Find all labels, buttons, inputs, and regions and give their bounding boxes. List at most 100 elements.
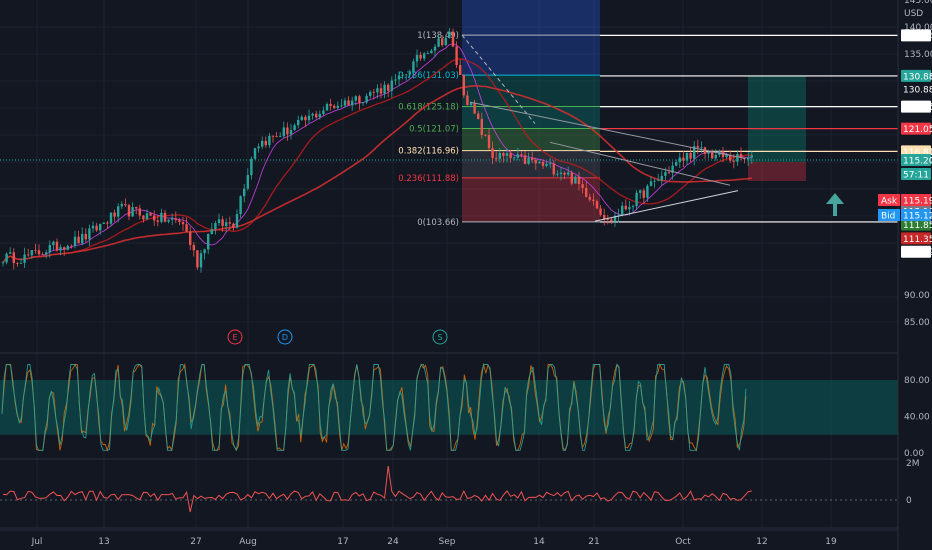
candle	[570, 172, 573, 184]
candle	[491, 148, 494, 159]
candle	[581, 183, 584, 188]
candle	[261, 140, 264, 147]
oscillator-k-line	[1, 363, 747, 452]
candle	[657, 180, 660, 182]
time-tick-0: Jul	[31, 537, 43, 547]
price-badge-label-9: 111.85	[903, 221, 932, 231]
event-label-0: E	[232, 333, 237, 342]
candle	[696, 146, 699, 148]
quote-label-0: Ask	[881, 197, 898, 207]
candle	[99, 223, 102, 231]
candle	[120, 204, 123, 207]
candle	[329, 104, 332, 106]
candle	[1, 262, 5, 264]
price-badge-label-1: 130.88	[903, 72, 932, 82]
candle	[376, 88, 379, 93]
candle	[617, 215, 620, 217]
candle	[160, 212, 163, 222]
candle	[444, 37, 447, 46]
candle	[30, 250, 33, 256]
candle	[343, 100, 347, 106]
fib-label-6: 0(103.66)	[417, 218, 459, 228]
candle	[667, 172, 671, 173]
candle	[455, 46, 458, 66]
candle	[437, 38, 440, 47]
lower-tick-0: 2M	[906, 459, 920, 469]
candle	[271, 135, 275, 137]
oscillator-tick-2: 0.00	[904, 449, 924, 459]
time-tick-8: 21	[588, 537, 599, 547]
candle	[253, 148, 257, 159]
descending-trendline	[469, 101, 746, 159]
candle	[556, 173, 559, 175]
dashed-trendline	[461, 34, 536, 124]
price-axis[interactable]: USD 145.00 140.00 135.00 130.88 125.15 121.05 1…	[897, 0, 932, 550]
quote-label-1: Bid	[881, 212, 895, 222]
candle	[732, 160, 735, 162]
candle	[156, 220, 159, 222]
candle	[599, 208, 602, 215]
grid-lines	[0, 0, 898, 528]
price-badge-label-7: 57:11	[903, 170, 929, 180]
quote-value-badge-1	[901, 209, 931, 221]
candle	[199, 253, 203, 268]
candle	[318, 114, 321, 118]
candle	[37, 250, 41, 255]
candle	[196, 250, 199, 268]
candle	[574, 176, 577, 184]
candlestick-series	[1, 28, 753, 273]
long-arrow-icon	[826, 193, 844, 216]
fib-zone-0	[462, 35, 600, 76]
candle	[462, 74, 465, 96]
candle	[217, 219, 221, 224]
candle	[106, 222, 109, 224]
time-tick-11: 19	[825, 537, 837, 547]
candle	[311, 113, 314, 116]
currency-label: USD	[904, 9, 923, 19]
candle	[232, 223, 235, 228]
candle	[153, 215, 156, 221]
candle	[228, 222, 231, 224]
candle	[102, 222, 105, 224]
candle	[358, 96, 361, 104]
candle	[606, 219, 609, 220]
candle	[145, 213, 149, 220]
candle	[401, 74, 404, 76]
time-tick-3: Aug	[239, 537, 257, 547]
price-badge-label-2: 130.88	[903, 86, 932, 96]
candle	[19, 262, 23, 264]
candle	[163, 212, 167, 222]
candle	[419, 54, 422, 59]
time-axis[interactable]: Jul 13 27 Aug 17 24 Sep 14 21 Oct 12 19	[0, 529, 898, 547]
candle	[639, 190, 642, 193]
candle	[585, 187, 588, 197]
lower-tick-1: 0	[906, 496, 912, 506]
candle	[167, 219, 170, 222]
price-badges: 138.44130.88130.88125.15121.05116.81115.…	[878, 29, 932, 258]
candle	[390, 80, 393, 91]
price-badge-label-0: 138.44	[903, 32, 932, 42]
quote-value-0: 115.19	[903, 197, 932, 207]
time-tick-1: 13	[98, 537, 109, 547]
price-badge-7	[901, 167, 931, 180]
candle	[268, 135, 271, 146]
candle	[747, 157, 750, 160]
candle	[12, 252, 15, 264]
long-stop-zone	[748, 162, 806, 181]
candle	[235, 214, 239, 228]
candle	[412, 61, 415, 73]
candle	[127, 205, 131, 217]
candle	[9, 252, 12, 254]
lower-indicator-line	[2, 465, 752, 513]
fib-label-2: 0.618(125.18)	[398, 102, 459, 112]
ascending-trendline	[594, 190, 739, 222]
candle	[603, 214, 606, 220]
candle	[84, 233, 87, 240]
candle	[430, 50, 433, 54]
candle	[383, 84, 386, 94]
candle	[16, 263, 19, 264]
candle	[239, 196, 242, 215]
